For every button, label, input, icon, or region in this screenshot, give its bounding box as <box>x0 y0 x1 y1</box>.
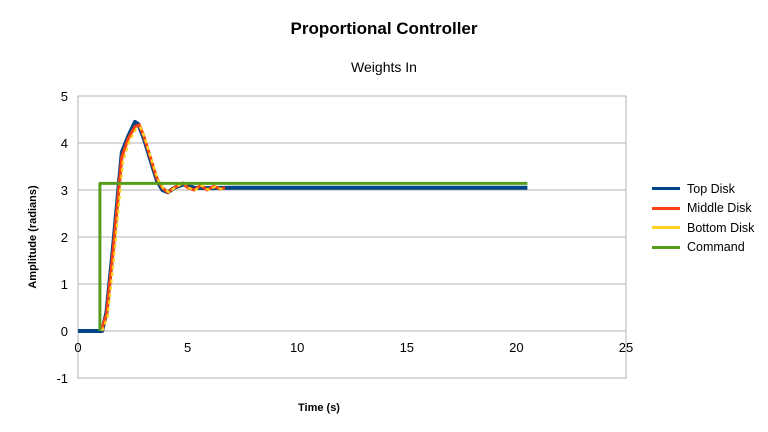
x-tick-label: 5 <box>184 340 191 355</box>
x-axis-label: Time (s) <box>298 402 340 414</box>
legend-label: Middle Disk <box>687 201 752 216</box>
y-tick-label: -1 <box>56 371 68 386</box>
y-tick-label: 5 <box>61 89 68 104</box>
legend-swatch <box>652 206 680 210</box>
plot-frame <box>77 95 627 379</box>
legend-item-command: Command <box>652 238 754 258</box>
x-tick-label: 20 <box>509 340 523 355</box>
series-line-command <box>98 181 528 331</box>
chart-title: Proportional Controller <box>290 19 478 38</box>
legend-label: Bottom Disk <box>687 220 755 235</box>
legend: Top Disk Middle Disk Bottom Disk Command <box>652 179 754 257</box>
series-line-top-disk <box>78 119 528 333</box>
series-line-bottom-disk <box>101 126 226 332</box>
chart-subtitle: Weights In <box>351 59 417 75</box>
y-tick-label: 4 <box>61 136 68 151</box>
legend-label: Command <box>687 240 745 255</box>
x-tick-label: 0 <box>74 340 81 355</box>
y-tick-label: 0 <box>61 324 68 339</box>
y-tick-label: 2 <box>61 230 68 245</box>
legend-item-middle-disk: Middle Disk <box>652 199 754 219</box>
y-axis-label: Amplitude (radians) <box>27 185 39 289</box>
legend-label: Top Disk <box>687 181 735 196</box>
x-tick-label: 25 <box>619 340 633 355</box>
legend-swatch <box>652 245 680 249</box>
legend-swatch <box>652 226 680 230</box>
y-tick-label: 1 <box>61 277 68 292</box>
legend-item-top-disk: Top Disk <box>652 179 754 199</box>
x-tick-label: 15 <box>400 340 414 355</box>
x-tick-label: 10 <box>290 340 304 355</box>
legend-item-bottom-disk: Bottom Disk <box>652 218 754 238</box>
y-tick-label: 3 <box>61 183 68 198</box>
legend-swatch <box>652 187 680 191</box>
